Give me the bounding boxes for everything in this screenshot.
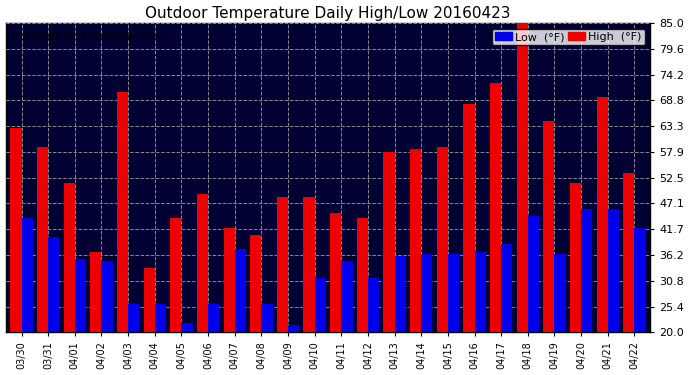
Bar [623,173,634,332]
Bar [128,304,139,332]
Bar [608,209,619,332]
Bar [543,121,555,332]
Bar [634,228,646,332]
Bar [10,128,21,332]
Bar [448,254,459,332]
Bar [21,218,32,332]
Bar [144,268,155,332]
Bar [170,218,181,332]
Bar [262,304,273,332]
Bar [90,252,101,332]
Bar [490,82,501,332]
Bar [357,218,368,332]
Bar [475,252,486,332]
Bar [277,197,288,332]
Bar [570,183,581,332]
Bar [342,261,353,332]
Bar [37,147,48,332]
Legend: Low  (°F), High  (°F): Low (°F), High (°F) [492,28,645,45]
Bar [63,183,75,332]
Bar [581,209,592,332]
Bar [422,254,433,332]
Bar [117,92,128,332]
Bar [208,304,219,332]
Bar [517,23,528,332]
Bar [101,261,112,332]
Title: Outdoor Temperature Daily High/Low 20160423: Outdoor Temperature Daily High/Low 20160… [145,6,511,21]
Bar [75,259,86,332]
Bar [315,278,326,332]
Bar [368,278,379,332]
Bar [464,104,475,332]
Bar [528,216,539,332]
Text: Copyright 2016 Cartronics.com: Copyright 2016 Cartronics.com [12,32,164,42]
Bar [395,256,406,332]
Bar [155,304,166,332]
Bar [224,228,235,332]
Bar [597,97,608,332]
Bar [410,149,422,332]
Bar [555,254,566,332]
Bar [288,325,299,332]
Bar [330,213,342,332]
Bar [181,323,193,332]
Bar [235,249,246,332]
Bar [48,237,59,332]
Bar [304,197,315,332]
Bar [250,235,262,332]
Bar [501,244,513,332]
Bar [437,147,448,332]
Bar [384,152,395,332]
Bar [197,194,208,332]
